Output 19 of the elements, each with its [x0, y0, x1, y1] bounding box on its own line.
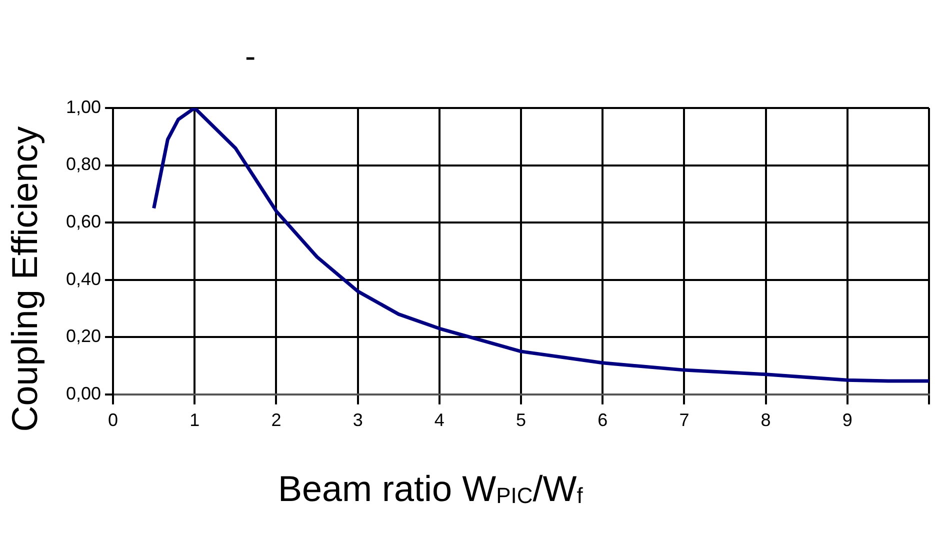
chart-title: -: [245, 38, 256, 75]
y-tick-label: 0,60: [66, 212, 102, 232]
y-tick-label: 0,00: [66, 383, 102, 404]
y-tick-label: 0,40: [66, 268, 102, 289]
x-tick-label: 1: [190, 410, 200, 430]
y-tick-label: 1,00: [66, 96, 102, 117]
y-axis-title: Coupling Efficiency: [4, 125, 46, 434]
x-tick-label: 9: [842, 410, 852, 430]
x-tick-label: 4: [434, 410, 444, 430]
y-tick-label: 0,80: [66, 154, 102, 174]
x-tick-label: 6: [598, 410, 608, 430]
x-tick-label: 5: [516, 410, 526, 430]
x-tick-label: 7: [679, 410, 690, 430]
y-tick-label: 0,20: [66, 326, 102, 346]
x-tick-label: 2: [271, 410, 282, 430]
x-axis-title: Beam ratio W$_{PIC}$/W$_{f}$: [278, 468, 583, 510]
x-tick-label: 0: [108, 410, 118, 430]
x-tick-label: 8: [760, 410, 771, 430]
x-tick-label: 3: [352, 410, 363, 430]
